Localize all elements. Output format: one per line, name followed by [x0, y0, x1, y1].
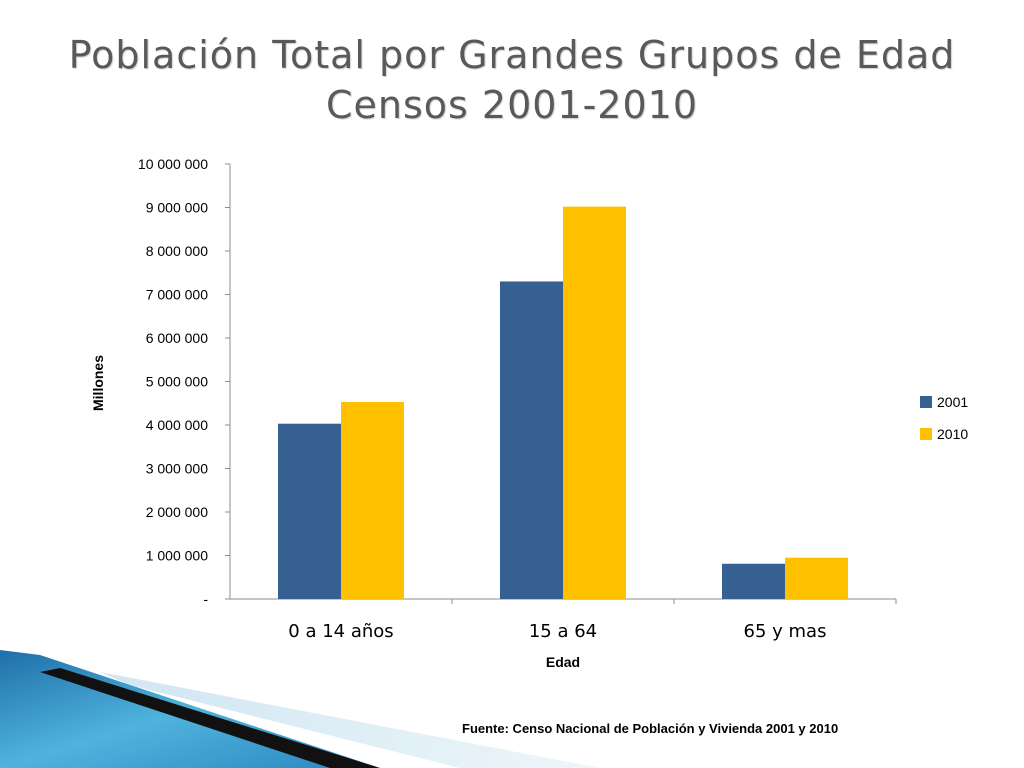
x-tick-label: 0 a 14 años — [288, 621, 393, 642]
bar-2001 — [500, 281, 563, 599]
bar-2010 — [563, 206, 626, 599]
y-tick-label: 5 000 000 — [146, 374, 208, 390]
bar-2001 — [722, 563, 785, 599]
black-swoosh-shape — [40, 668, 380, 768]
bar-2010 — [341, 401, 404, 599]
x-axis-label: Edad — [546, 654, 580, 670]
bar-chart: - 1 000 000 2 000 000 3 000 000 4 000 000 5 0… — [90, 156, 968, 670]
y-tick-label: 4 000 000 — [146, 417, 208, 433]
legend-swatch-2001 — [920, 396, 932, 408]
y-tick-label: 3 000 000 — [146, 461, 208, 477]
title-line-2: Censos 2001-2010 — [325, 83, 699, 127]
y-tick-label: 8 000 000 — [146, 243, 208, 259]
y-tick-label: 1 000 000 — [146, 548, 208, 564]
y-tick-label: 2 000 000 — [146, 504, 208, 520]
source-note: Fuente: Censo Nacional de Población y Vi… — [462, 721, 839, 736]
bar-2010 — [785, 557, 848, 599]
pale-swoosh-shape — [100, 672, 600, 768]
y-tick-label: 7 000 000 — [146, 287, 208, 303]
x-tick-label: 65 y mas — [744, 621, 827, 642]
title-line-1: Población Total por Grandes Grupos de Ed… — [68, 33, 956, 77]
legend-label-2001: 2001 — [937, 394, 968, 410]
y-tick-label: 6 000 000 — [146, 330, 208, 346]
bar-2001 — [278, 423, 341, 599]
y-tick-label: - — [203, 591, 208, 607]
y-tick-label: 10 000 000 — [138, 156, 208, 172]
legend-label-2010: 2010 — [937, 426, 968, 442]
x-tick-label: 15 a 64 — [529, 621, 597, 642]
legend-swatch-2010 — [920, 428, 932, 440]
y-axis-label: Millones — [90, 355, 106, 411]
y-tick-label: 9 000 000 — [146, 200, 208, 216]
slide-title: Población Total por Grandes Grupos de Ed… — [0, 30, 1024, 130]
